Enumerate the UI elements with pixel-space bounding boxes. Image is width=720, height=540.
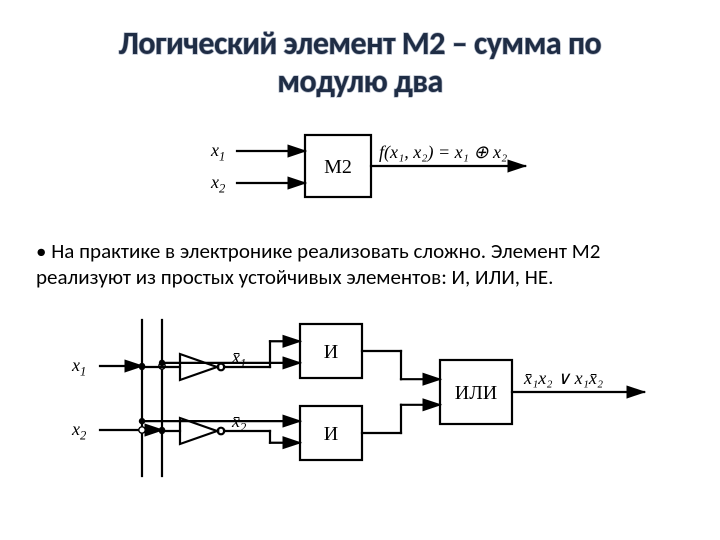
svg-text:М2: М2 [324, 156, 352, 178]
slide-title: Логический элемент М2 – сумма по модулю … [30, 20, 690, 109]
svg-text:x1: x1 [210, 140, 225, 164]
svg-text:x1: x1 [71, 355, 86, 379]
title-line-2: модулю два [277, 62, 443, 101]
m2-svg: x1 x2 М2 f(x₁, x₂) = x₁ ⊕ x₂ [185, 121, 535, 221]
svg-text:x̄₁x₂ ∨ x₁x̄₂: x̄₁x₂ ∨ x₁x̄₂ [523, 368, 603, 388]
diagram-m2-impl: x1x2x̄1x̄2ИИИЛИx̄₁x₂ ∨ x₁x̄₂ [30, 308, 690, 493]
svg-text:И: И [324, 423, 338, 445]
svg-text:ИЛИ: ИЛИ [455, 382, 497, 404]
diagram-m2-block: x1 x2 М2 f(x₁, x₂) = x₁ ⊕ x₂ [30, 121, 690, 226]
svg-text:x2: x2 [210, 172, 226, 196]
body-paragraph: На практике в электронике реализовать сл… [36, 238, 690, 291]
svg-text:f(x₁, x₂) = x₁ ⊕ x₂: f(x₁, x₂) = x₁ ⊕ x₂ [379, 142, 507, 163]
svg-text:x2: x2 [71, 419, 87, 443]
svg-text:И: И [324, 341, 338, 363]
title-line-1: Логический элемент М2 – сумма по [119, 24, 602, 63]
title-svg: Логический элемент М2 – сумма по модулю … [30, 20, 690, 104]
impl-svg: x1x2x̄1x̄2ИИИЛИx̄₁x₂ ∨ x₁x̄₂ [70, 308, 650, 488]
